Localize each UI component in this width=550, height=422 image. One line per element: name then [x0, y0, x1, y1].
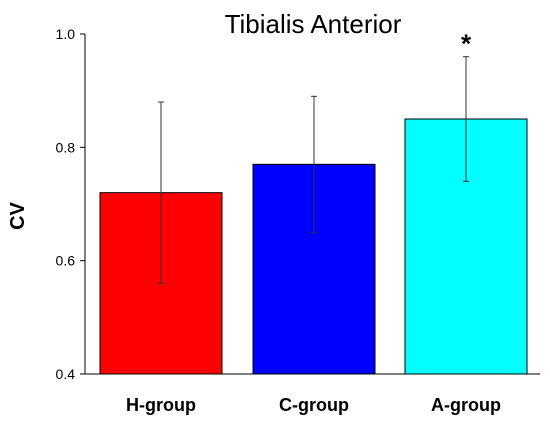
x-tick-label: H-group: [126, 395, 196, 415]
error-bars-group: [158, 56, 469, 284]
significance-marker: *: [461, 29, 472, 59]
y-tick-label: 0.8: [56, 139, 76, 155]
y-tick-label: 0.6: [56, 253, 76, 269]
x-tick-label: C-group: [279, 395, 349, 415]
axes-group: [84, 34, 540, 375]
annotations-group: *: [461, 29, 472, 59]
x-tick-label: A-group: [431, 395, 501, 415]
y-tick-label: 0.4: [56, 366, 76, 382]
chart-title: Tibialis Anterior: [225, 9, 402, 39]
y-ticks-group: 0.4 0.6 0.8 1.0: [56, 26, 85, 382]
y-axis-label: CV: [7, 201, 29, 229]
x-ticks-group: H-group C-group A-group: [126, 395, 501, 415]
y-tick-label: 1.0: [56, 26, 76, 42]
